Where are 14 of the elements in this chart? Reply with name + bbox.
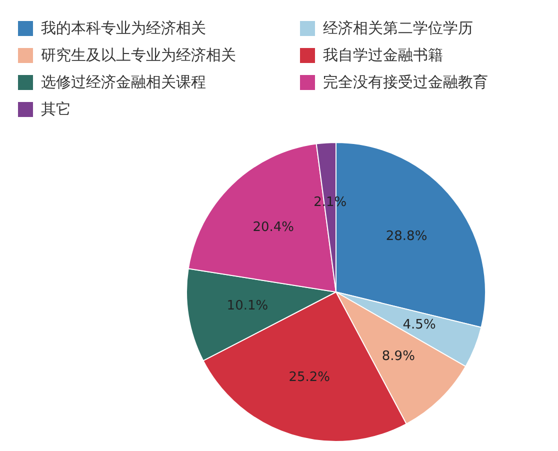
legend-label: 完全没有接受过金融教育	[323, 72, 488, 92]
legend-label: 选修过经济金融相关课程	[41, 72, 206, 92]
legend-label: 经济相关第二学位学历	[323, 18, 473, 38]
legend-label: 我的本科专业为经济相关	[41, 18, 206, 38]
legend-label: 其它	[41, 100, 71, 118]
data-label: 4.5%	[402, 318, 436, 333]
data-label: 2.1%	[314, 194, 347, 210]
data-label: 25.2%	[288, 370, 330, 386]
data-label: 8.9%	[382, 348, 415, 364]
legend-label: 研究生及以上专业为经济相关	[41, 46, 236, 64]
data-label: 10.1%	[226, 298, 268, 314]
data-label: 20.4%	[252, 220, 294, 236]
legend-label: 我自学过金融书籍	[323, 46, 443, 64]
data-label: 28.8%	[386, 228, 428, 244]
